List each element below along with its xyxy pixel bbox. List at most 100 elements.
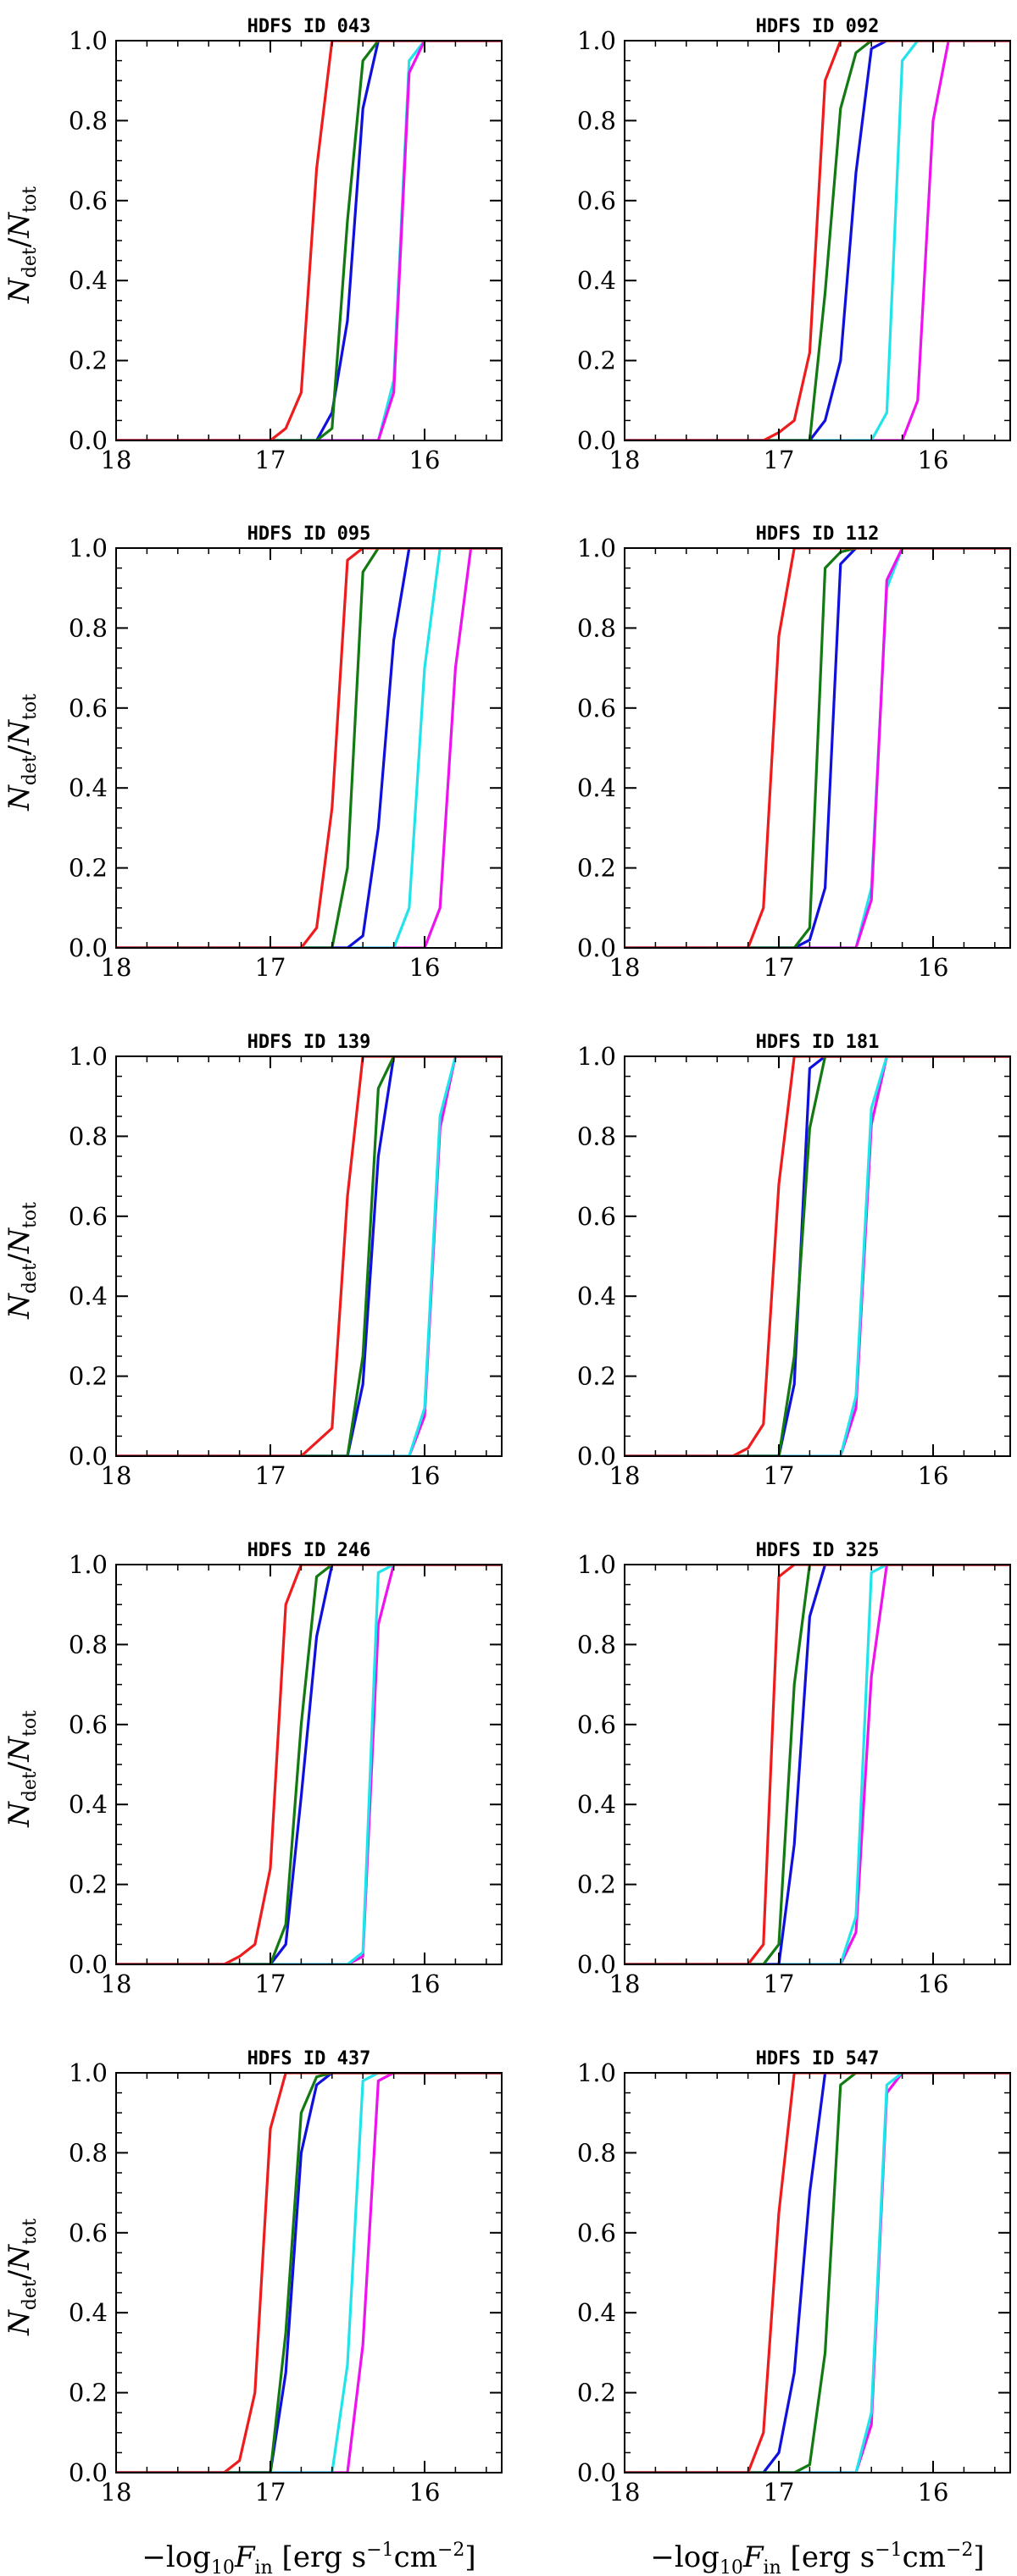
y-tick-label: 0.2	[577, 1362, 616, 1391]
y-tick-label: 1.0	[577, 534, 616, 562]
series-line-green	[116, 41, 502, 440]
y-axis-label: Ndet/Ntot	[3, 186, 41, 304]
chart-hdfs-id-043: HDFS ID 043 18 17 16 0.0 0.2 0.4 0.6 0.8 1.0 Ndet/…	[3, 16, 503, 474]
series-group	[625, 1565, 1010, 1964]
x-tick-label: 18	[609, 446, 641, 474]
series-line-red	[116, 1565, 502, 1964]
x-tick-label: 18	[101, 446, 132, 474]
series-line-blue	[116, 1056, 502, 1456]
series-line-blue	[116, 2073, 502, 2473]
y-tick-label: 0.0	[577, 1442, 616, 1471]
y-tick-label: 0.2	[577, 346, 616, 375]
y-tick-label: 0.4	[577, 2298, 616, 2327]
x-tick-label: 16	[409, 446, 441, 474]
series-line-green	[116, 548, 502, 948]
y-tick-label: 0.6	[577, 1710, 616, 1739]
chart-hdfs-id-095: HDFS ID 095 18 17 16 0.0 0.2 0.4 0.6 0.8 1.0 Ndet/…	[3, 524, 503, 982]
x-tick-label: 17	[764, 1969, 795, 1998]
series-line-green	[625, 41, 1010, 440]
chart-title: HDFS ID 092	[756, 16, 880, 37]
y-tick-label: 1.0	[69, 26, 108, 55]
y-tick-label: 0.2	[577, 2379, 616, 2407]
y-tick-label: 0.0	[577, 426, 616, 455]
y-tick-label: 0.6	[577, 1202, 616, 1231]
series-line-green	[625, 548, 1010, 948]
x-tick-label: 18	[101, 2478, 132, 2507]
x-tick-label: 18	[609, 2478, 641, 2507]
series-line-red	[625, 41, 1010, 440]
y-tick-label: 1.0	[69, 2058, 108, 2087]
series-line-cyan	[625, 2073, 1010, 2473]
y-tick-label: 1.0	[69, 1042, 108, 1071]
y-tick-label: 1.0	[577, 1550, 616, 1579]
chart-hdfs-id-112: HDFS ID 112 18 17 16 0.0 0.2 0.4 0.6 0.8 1.0	[577, 524, 1011, 982]
x-axis-label: −log10Fin [erg s−1cm−2]	[142, 2540, 475, 2576]
y-tick-label: 0.0	[69, 2458, 108, 2487]
y-tick-label: 1.0	[577, 1042, 616, 1071]
series-line-magenta	[116, 41, 502, 440]
series-line-magenta	[116, 2073, 502, 2473]
x-tick-label: 17	[764, 1461, 795, 1490]
y-tick-label: 0.6	[69, 2219, 108, 2247]
series-line-red	[625, 1056, 1010, 1456]
series-group	[116, 1056, 502, 1456]
series-group	[625, 41, 1010, 440]
x-tick-label: 16	[409, 1461, 441, 1490]
series-group	[116, 2073, 502, 2473]
y-tick-label: 1.0	[69, 1550, 108, 1579]
y-tick-label: 0.8	[577, 613, 616, 642]
x-tick-label: 17	[764, 2478, 795, 2507]
series-line-blue	[625, 1565, 1010, 1964]
y-tick-label: 0.4	[577, 266, 616, 295]
x-tick-label: 18	[609, 953, 641, 982]
y-tick-label: 0.8	[577, 106, 616, 135]
y-tick-label: 0.0	[69, 426, 108, 455]
series-line-green	[116, 1565, 502, 1964]
y-tick-label: 0.8	[69, 106, 108, 135]
series-line-cyan	[625, 1565, 1010, 1964]
x-axis-label: −log10Fin [erg s−1cm−2]	[650, 2540, 984, 2576]
y-tick-label: 0.0	[577, 1950, 616, 1979]
y-tick-label: 0.4	[69, 1282, 108, 1310]
y-tick-label: 0.2	[69, 1362, 108, 1391]
plot-frame	[624, 1055, 1011, 1457]
series-line-magenta	[116, 1565, 502, 1964]
series-line-red	[625, 548, 1010, 948]
x-tick-label: 16	[918, 953, 949, 982]
y-tick-label: 0.4	[577, 773, 616, 802]
y-tick-label: 0.2	[69, 346, 108, 375]
series-line-magenta	[625, 1565, 1010, 1964]
x-tick-label: 17	[764, 446, 795, 474]
plot-frame	[115, 547, 503, 949]
chart-hdfs-id-547: HDFS ID 547 18 17 16 0.0 0.2 0.4 0.6 0.8 1.0 −log1…	[577, 2048, 1011, 2576]
plot-frame	[624, 40, 1011, 441]
x-tick-label: 16	[409, 953, 441, 982]
chart-title: HDFS ID 246	[247, 1540, 371, 1561]
x-tick-label: 17	[255, 446, 286, 474]
y-tick-label: 0.0	[577, 933, 616, 962]
series-line-cyan	[116, 548, 502, 948]
y-axis-label: Ndet/Ntot	[3, 1202, 41, 1320]
series-line-cyan	[116, 2073, 502, 2473]
y-tick-label: 0.8	[69, 1630, 108, 1659]
chart-hdfs-id-092: HDFS ID 092 18 17 16 0.0 0.2 0.4 0.6 0.8 1.0	[577, 16, 1011, 474]
x-tick-label: 18	[101, 1461, 132, 1490]
series-line-green	[625, 1565, 1010, 1964]
chart-title: HDFS ID 112	[756, 524, 880, 545]
series-line-blue	[625, 2073, 1010, 2473]
y-tick-label: 0.8	[577, 1122, 616, 1150]
series-group	[625, 548, 1010, 948]
series-line-green	[625, 1056, 1010, 1456]
y-tick-label: 0.0	[69, 1442, 108, 1471]
chart-title: HDFS ID 437	[247, 2048, 371, 2069]
y-tick-label: 1.0	[577, 26, 616, 55]
x-tick-label: 17	[255, 1461, 286, 1490]
series-line-blue	[116, 548, 502, 948]
chart-title: HDFS ID 181	[756, 1032, 880, 1053]
y-tick-label: 0.4	[69, 1790, 108, 1819]
x-tick-label: 16	[409, 2478, 441, 2507]
chart-title: HDFS ID 043	[247, 16, 371, 37]
series-line-cyan	[625, 41, 1010, 440]
y-tick-label: 0.6	[577, 2219, 616, 2247]
x-tick-label: 17	[764, 953, 795, 982]
